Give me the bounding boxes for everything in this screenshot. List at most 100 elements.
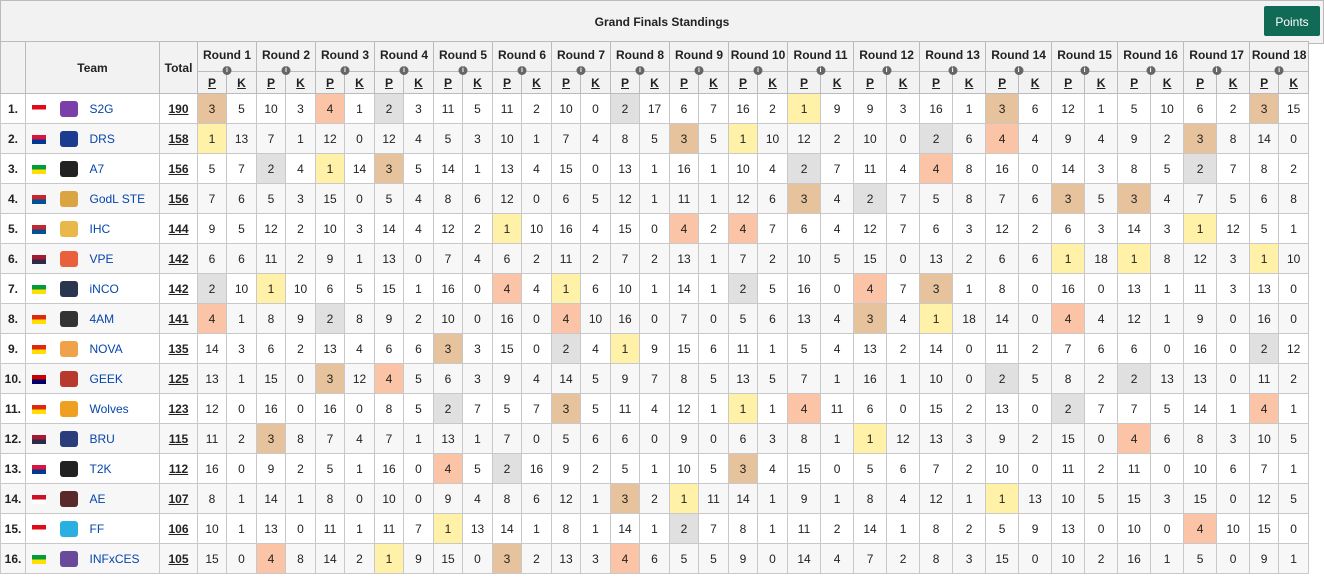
team-logo-icon[interactable] [59, 280, 78, 297]
placement-header[interactable]: P [728, 71, 759, 94]
team-name-link[interactable]: GEEK [85, 363, 161, 394]
team-logo-icon[interactable] [59, 520, 78, 537]
team-logo-icon[interactable] [59, 310, 78, 327]
team-name-link[interactable]: BRU [85, 423, 161, 454]
placement-header[interactable]: P [551, 71, 582, 94]
team-logo-icon[interactable] [59, 490, 78, 507]
round-header[interactable]: Round 14 i [985, 41, 1053, 75]
kills-header[interactable]: K [1278, 71, 1310, 94]
team-name-link[interactable]: A7 [85, 153, 161, 184]
kills-header[interactable]: K [521, 71, 553, 94]
placement-header[interactable]: P [985, 71, 1020, 94]
info-icon[interactable]: i [1146, 66, 1156, 75]
team-name-link[interactable]: DRS [85, 123, 161, 154]
team-logo-icon[interactable] [59, 220, 78, 237]
round-header[interactable]: Round 6 i [492, 41, 553, 75]
points-button[interactable]: Points [1264, 6, 1320, 36]
kills-header[interactable]: K [580, 71, 612, 94]
placement-header[interactable]: P [197, 71, 228, 94]
team-name-link[interactable]: NOVA [85, 333, 161, 364]
round-header[interactable]: Round 8 i [610, 41, 671, 75]
kills-header[interactable]: K [344, 71, 376, 94]
team-logo-icon[interactable] [59, 340, 78, 357]
kills-header[interactable]: K [1150, 71, 1185, 94]
round-header[interactable]: Round 9 i [669, 41, 730, 75]
kills-header[interactable]: K [285, 71, 317, 94]
team-name-link[interactable]: S2G [85, 93, 161, 124]
placement-header[interactable]: P [787, 71, 822, 94]
placement-header[interactable]: P [919, 71, 954, 94]
placement-header[interactable]: P [1117, 71, 1152, 94]
team-logo-icon[interactable] [59, 130, 78, 147]
team-logo-icon[interactable] [59, 370, 78, 387]
placement-header[interactable]: P [374, 71, 405, 94]
round-header[interactable]: Round 7 i [551, 41, 612, 75]
placement-header[interactable]: P [853, 71, 888, 94]
team-name-link[interactable]: iNCO [85, 273, 161, 304]
kills-header[interactable]: K [820, 71, 855, 94]
team-name-link[interactable]: INFxCES [85, 543, 161, 574]
team-name-link[interactable]: AE [85, 483, 161, 514]
team-header[interactable]: Team [24, 41, 161, 94]
team-name-link[interactable]: 4AM [85, 303, 161, 334]
kills-header[interactable]: K [1084, 71, 1119, 94]
team-logo-icon[interactable] [59, 250, 78, 267]
team-name-link[interactable]: VPE [85, 243, 161, 274]
round-header[interactable]: Round 3 i [315, 41, 376, 75]
info-icon[interactable]: i [753, 66, 763, 75]
kills-header[interactable]: K [886, 71, 921, 94]
round-header[interactable]: Round 16 i [1117, 41, 1185, 75]
round-header[interactable]: Round 13 i [919, 41, 987, 75]
team-name-link[interactable]: T2K [85, 453, 161, 484]
info-icon[interactable]: i [882, 66, 892, 75]
info-icon[interactable]: i [635, 66, 645, 75]
info-icon[interactable]: i [340, 66, 350, 75]
round-header[interactable]: Round 5 i [433, 41, 494, 75]
team-logo-icon[interactable] [59, 430, 78, 447]
placement-header[interactable]: P [433, 71, 464, 94]
placement-header[interactable]: P [256, 71, 287, 94]
placement-header[interactable]: P [315, 71, 346, 94]
info-icon[interactable]: i [399, 66, 409, 75]
info-icon[interactable]: i [694, 66, 704, 75]
round-header[interactable]: Round 18 i [1249, 41, 1310, 75]
info-icon[interactable]: i [458, 66, 468, 75]
placement-header[interactable]: P [492, 71, 523, 94]
team-logo-icon[interactable] [59, 190, 78, 207]
round-header[interactable]: Round 4 i [374, 41, 435, 75]
round-header[interactable]: Round 12 i [853, 41, 921, 75]
info-icon[interactable]: i [281, 66, 291, 75]
round-header[interactable]: Round 10 i [728, 41, 789, 75]
placement-header[interactable]: P [669, 71, 700, 94]
kills-header[interactable]: K [757, 71, 789, 94]
info-icon[interactable]: i [517, 66, 527, 75]
team-logo-icon[interactable] [59, 460, 78, 477]
info-icon[interactable]: i [948, 66, 958, 75]
kills-header[interactable]: K [1018, 71, 1053, 94]
team-logo-icon[interactable] [59, 160, 78, 177]
round-header[interactable]: Round 15 i [1051, 41, 1119, 75]
team-name-link[interactable]: FF [85, 513, 161, 544]
info-icon[interactable]: i [222, 66, 232, 75]
info-icon[interactable]: i [1212, 66, 1222, 75]
placement-header[interactable]: P [1249, 71, 1280, 94]
round-header[interactable]: Round 2 i [256, 41, 317, 75]
info-icon[interactable]: i [1014, 66, 1024, 75]
round-header[interactable]: Round 1 i [197, 41, 258, 75]
info-icon[interactable]: i [576, 66, 586, 75]
kills-header[interactable]: K [952, 71, 987, 94]
team-logo-icon[interactable] [59, 100, 78, 117]
info-icon[interactable]: i [816, 66, 826, 75]
placement-header[interactable]: P [610, 71, 641, 94]
kills-header[interactable]: K [403, 71, 435, 94]
placement-header[interactable]: P [1051, 71, 1086, 94]
info-icon[interactable]: i [1080, 66, 1090, 75]
info-icon[interactable]: i [1274, 66, 1284, 75]
team-name-link[interactable]: GodL STE [85, 183, 161, 214]
kills-header[interactable]: K [698, 71, 730, 94]
kills-header[interactable]: K [462, 71, 494, 94]
round-header[interactable]: Round 11 i [787, 41, 855, 75]
team-name-link[interactable]: Wolves [85, 393, 161, 424]
total-header[interactable]: Total [159, 41, 199, 94]
round-header[interactable]: Round 17 i [1183, 41, 1251, 75]
